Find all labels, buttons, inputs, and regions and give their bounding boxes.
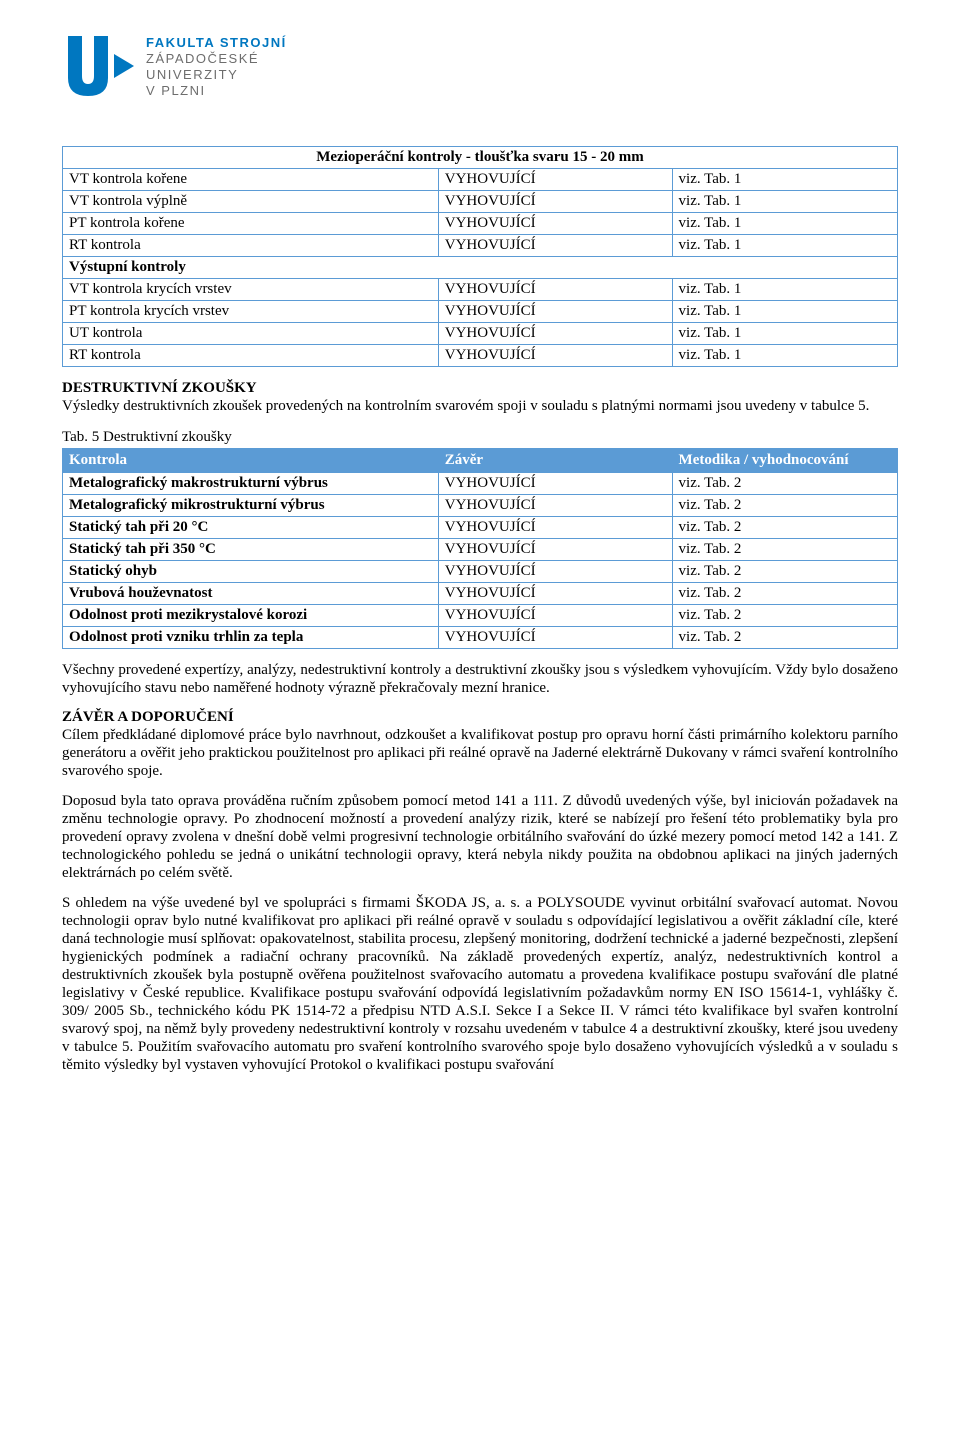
table-cell: viz. Tab. 2 [672,517,897,539]
table-cell: viz. Tab. 2 [672,627,897,649]
university-logo-icon [62,30,136,104]
table-cell: viz. Tab. 1 [672,301,897,323]
table-row: Metalografický makrostrukturní výbrusVYH… [63,473,898,495]
t2-col3: Metodika / vyhodnocování [672,449,897,473]
table-cell: VT kontrola výplně [63,191,439,213]
logo-line3: UNIVERZITY [146,67,287,83]
logo-line4: V PLZNI [146,83,287,99]
table-cell: viz. Tab. 1 [672,235,897,257]
paragraph-summary: Všechny provedené expertízy, analýzy, ne… [62,661,898,697]
destructive-text: Výsledky destruktivních zkoušek proveden… [62,398,869,414]
logo-text: FAKULTA STROJNÍ ZÁPADOČESKÉ UNIVERZITY V… [146,35,287,100]
table-cell: VYHOVUJÍCÍ [438,169,672,191]
table-cell: viz. Tab. 2 [672,583,897,605]
table-row: RT kontrolaVYHOVUJÍCÍviz. Tab. 1 [63,345,898,367]
table-destructive-tests: Kontrola Závěr Metodika / vyhodnocování … [62,448,898,649]
table-cell: RT kontrola [63,345,439,367]
table-cell: viz. Tab. 1 [672,191,897,213]
table-cell: viz. Tab. 1 [672,323,897,345]
table-cell: UT kontrola [63,323,439,345]
table-row: Statický tah při 20 °CVYHOVUJÍCÍviz. Tab… [63,517,898,539]
table-cell: PT kontrola krycích vrstev [63,301,439,323]
table-cell: RT kontrola [63,235,439,257]
table-cell: Vrubová houževnatost [63,583,439,605]
table-cell: Odolnost proti mezikrystalové korozi [63,605,439,627]
table-cell: VYHOVUJÍCÍ [438,345,672,367]
table-cell: VYHOVUJÍCÍ [438,517,672,539]
table-cell: Metalografický makrostrukturní výbrus [63,473,439,495]
table-row: UT kontrolaVYHOVUJÍCÍviz. Tab. 1 [63,323,898,345]
table-cell: VYHOVUJÍCÍ [438,627,672,649]
table-cell: VT kontrola krycích vrstev [63,279,439,301]
table1-title: Mezioperáční kontroly - tloušťka svaru 1… [63,147,898,169]
table-cell: VYHOVUJÍCÍ [438,473,672,495]
table-row: Metalografický mikrostrukturní výbrusVYH… [63,495,898,517]
destructive-heading: DESTRUKTIVNÍ ZKOUŠKY [62,380,257,396]
table-row: PT kontrola krycích vrstevVYHOVUJÍCÍviz.… [63,301,898,323]
table-cell: Odolnost proti vzniku trhlin za tepla [63,627,439,649]
table-cell: VYHOVUJÍCÍ [438,605,672,627]
table-cell: viz. Tab. 2 [672,539,897,561]
table-cell: viz. Tab. 1 [672,279,897,301]
table-row: VT kontrola výplněVYHOVUJÍCÍviz. Tab. 1 [63,191,898,213]
table-cell: VYHOVUJÍCÍ [438,191,672,213]
conclusion-p1: Cílem předkládané diplomové práce bylo n… [62,726,898,780]
table-cell: Statický tah při 350 °C [63,539,439,561]
logo-line2: ZÁPADOČESKÉ [146,51,287,67]
table-cell: VYHOVUJÍCÍ [438,539,672,561]
table-cell: Metalografický mikrostrukturní výbrus [63,495,439,517]
table-row: Statický ohybVYHOVUJÍCÍviz. Tab. 2 [63,561,898,583]
conclusion-p3: S ohledem na výše uvedené byl ve spolupr… [62,894,898,1074]
table-cell: viz. Tab. 2 [672,495,897,517]
conclusion-heading: ZÁVĚR A DOPORUČENÍ [62,709,898,726]
table-cell: viz. Tab. 1 [672,345,897,367]
table-cell: VYHOVUJÍCÍ [438,213,672,235]
t2-col2: Závěr [438,449,672,473]
table-cell: viz. Tab. 1 [672,213,897,235]
destructive-tests-block: DESTRUKTIVNÍ ZKOUŠKY Výsledky destruktiv… [62,379,898,415]
table-interop-controls: Mezioperáční kontroly - tloušťka svaru 1… [62,146,898,367]
table-cell: VYHOVUJÍCÍ [438,235,672,257]
table-row: PT kontrola kořeneVYHOVUJÍCÍviz. Tab. 1 [63,213,898,235]
table-cell: VYHOVUJÍCÍ [438,323,672,345]
conclusion-p2: Doposud byla tato oprava prováděna ruční… [62,792,898,882]
table-row: Vrubová houževnatostVYHOVUJÍCÍviz. Tab. … [63,583,898,605]
table-row: Odolnost proti mezikrystalové koroziVYHO… [63,605,898,627]
header-logo: FAKULTA STROJNÍ ZÁPADOČESKÉ UNIVERZITY V… [62,30,898,104]
table-cell: VYHOVUJÍCÍ [438,279,672,301]
table2-caption: Tab. 5 Destruktivní zkoušky [62,429,898,446]
table-cell: viz. Tab. 2 [672,561,897,583]
t2-col1: Kontrola [63,449,439,473]
table-cell: viz. Tab. 2 [672,605,897,627]
table-cell: Statický tah při 20 °C [63,517,439,539]
table1-section-b: Výstupní kontroly [63,257,898,279]
table-cell: viz. Tab. 2 [672,473,897,495]
table-cell: VYHOVUJÍCÍ [438,583,672,605]
table-cell: Statický ohyb [63,561,439,583]
table-row: RT kontrolaVYHOVUJÍCÍviz. Tab. 1 [63,235,898,257]
table-cell: PT kontrola kořene [63,213,439,235]
table-cell: VYHOVUJÍCÍ [438,495,672,517]
table-row: Odolnost proti vzniku trhlin za teplaVYH… [63,627,898,649]
table-cell: VT kontrola kořene [63,169,439,191]
table-cell: VYHOVUJÍCÍ [438,301,672,323]
table-cell: VYHOVUJÍCÍ [438,561,672,583]
table-row: VT kontrola kořeneVYHOVUJÍCÍviz. Tab. 1 [63,169,898,191]
table-cell: viz. Tab. 1 [672,169,897,191]
table-row: VT kontrola krycích vrstevVYHOVUJÍCÍviz.… [63,279,898,301]
table-row: Statický tah při 350 °CVYHOVUJÍCÍviz. Ta… [63,539,898,561]
logo-line1: FAKULTA STROJNÍ [146,35,287,51]
